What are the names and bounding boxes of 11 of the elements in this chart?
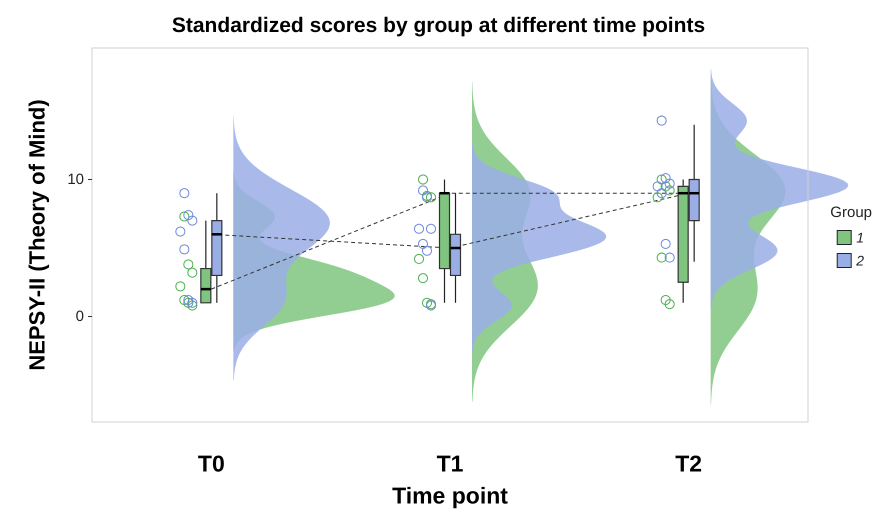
- y-tick-label: 10: [67, 171, 84, 188]
- legend-label: 2: [855, 252, 864, 268]
- chart-title: Standardized scores by group at different time points: [172, 14, 706, 37]
- x-tick-label: T1: [436, 450, 464, 476]
- y-tick-label: 0: [76, 308, 84, 326]
- x-axis-title: Time point: [392, 482, 508, 508]
- y-axis-title: NEPSY-II (Theory of Mind): [24, 99, 50, 371]
- x-tick-label: T0: [198, 450, 225, 476]
- x-tick-label: T2: [675, 450, 702, 476]
- legend-label: 1: [856, 230, 864, 246]
- legend-title: Group: [830, 204, 872, 221]
